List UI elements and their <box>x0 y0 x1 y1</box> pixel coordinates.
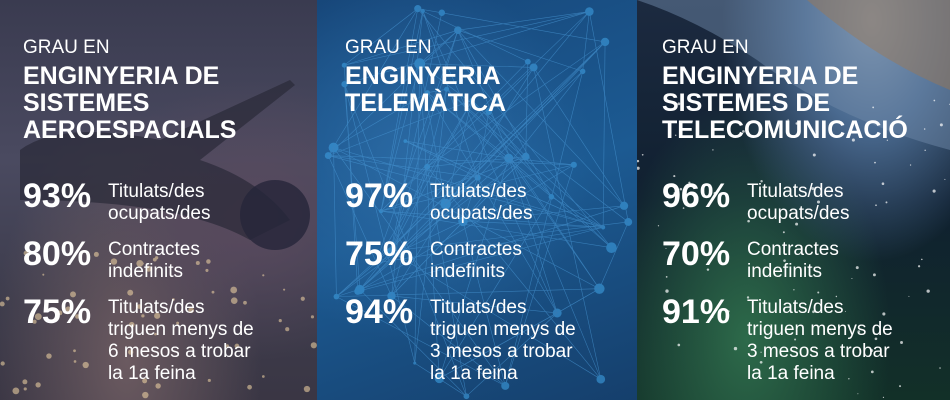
stat-value: 94% <box>345 293 414 331</box>
degree-title: ENGINYERIA DE SISTEMES AEROESPACIALS <box>23 63 254 181</box>
title-line: ENGINYERIA DE <box>662 62 859 90</box>
stat-label: Titulats/des ocupats/des <box>108 181 211 224</box>
stat-employed: 96% Titulats/des ocupats/des <box>662 177 908 225</box>
stat-contracts: 80% Contractes indefinits <box>23 235 254 283</box>
stat-contracts: 75% Contractes indefinits <box>345 235 576 283</box>
degree-prefix: GRAU EN <box>662 37 749 58</box>
stat-job-time: 91% Titulats/des triguen menys de 3 mesos… <box>662 293 908 385</box>
stat-label: Titulats/des triguen menys de 3 mesos a … <box>430 297 576 384</box>
stat-value: 75% <box>23 293 92 331</box>
earth-space-background-image <box>637 0 950 399</box>
degree-title: ENGINYERIA DE SISTEMES DE TELECOMUNICACI… <box>662 63 908 181</box>
title-line: TELECOMUNICACIÓ <box>662 116 908 144</box>
stat-label: Contractes indefinits <box>108 239 200 282</box>
title-line: TELEMÀTICA <box>345 89 507 117</box>
stat-employed: 97% Titulats/des ocupats/des <box>345 177 576 225</box>
stat-job-time: 94% Titulats/des triguen menys de 3 mesos… <box>345 293 576 385</box>
stat-value: 80% <box>23 235 92 273</box>
stat-label: Titulats/des triguen menys de 3 mesos a … <box>747 297 893 384</box>
degree-prefix: GRAU EN <box>23 37 110 58</box>
airplane-background-image <box>0 80 317 399</box>
title-line: ENGINYERIA DE <box>23 62 220 90</box>
stat-label: Titulats/des triguen menys de 6 mesos a … <box>108 297 254 384</box>
stat-value: 91% <box>662 293 731 331</box>
title-line <box>345 117 576 144</box>
network-background-image <box>324 5 633 400</box>
stat-label: Contractes indefinits <box>747 239 839 282</box>
panel-telematics: GRAU EN ENGINYERIA TELEMÀTICA 97% Titulat… <box>317 0 637 400</box>
title-line: AEROESPACIALS <box>23 116 237 144</box>
stat-value: 75% <box>345 235 414 273</box>
stat-value: 96% <box>662 177 731 215</box>
stat-employed: 93% Titulats/des ocupats/des <box>23 177 254 225</box>
stat-label: Titulats/des ocupats/des <box>430 181 533 224</box>
panel-aerospace: GRAU EN ENGINYERIA DE SISTEMES AEROESPAC… <box>0 0 317 400</box>
stat-job-time: 75% Titulats/des triguen menys de 6 mesos… <box>23 293 254 385</box>
stat-contracts: 70% Contractes indefinits <box>662 235 908 283</box>
stat-value: 93% <box>23 177 92 215</box>
stat-label: Titulats/des ocupats/des <box>747 181 850 224</box>
stat-value: 70% <box>662 235 731 273</box>
degree-prefix: GRAU EN <box>345 37 432 58</box>
degree-title: ENGINYERIA TELEMÀTICA <box>345 63 576 181</box>
title-line: ENGINYERIA <box>345 62 501 90</box>
title-line: SISTEMES <box>23 89 150 117</box>
stat-value: 97% <box>345 177 414 215</box>
panel-telecommunication: GRAU EN ENGINYERIA DE SISTEMES DE TELECO… <box>637 0 950 400</box>
title-line: SISTEMES DE <box>662 89 831 117</box>
stat-label: Contractes indefinits <box>430 239 522 282</box>
